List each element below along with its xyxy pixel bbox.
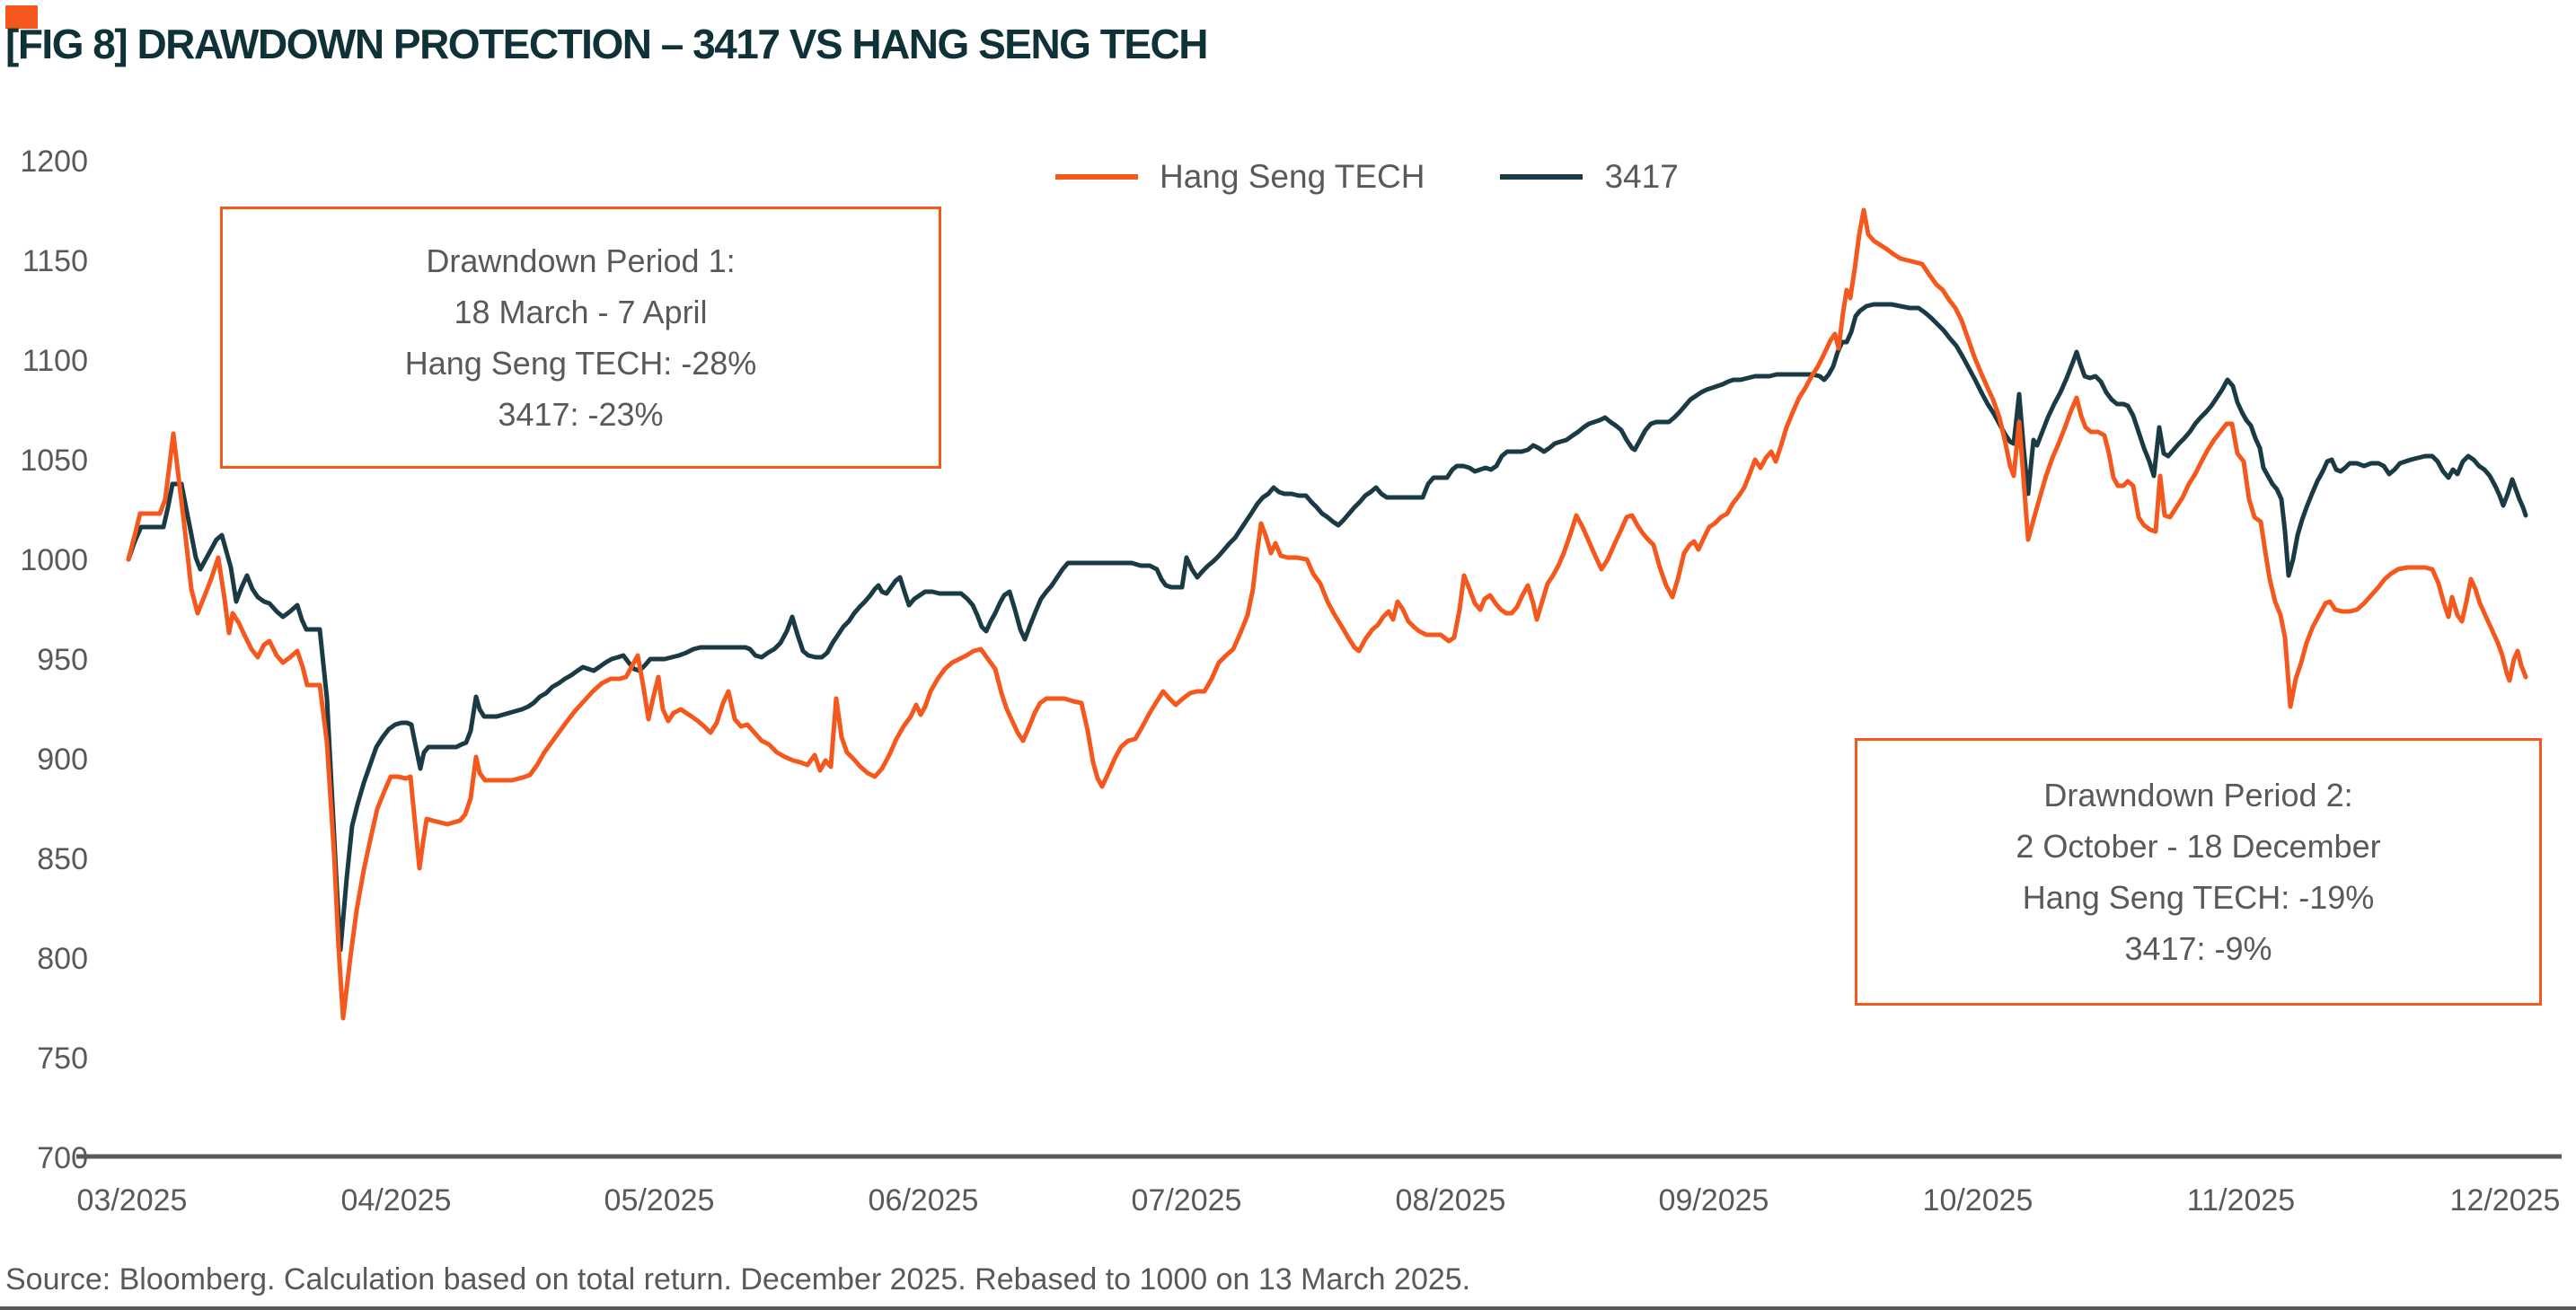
y-tick-label: 900 [37,743,88,777]
page-title: [FIG 8] DRAWDOWN PROTECTION – 3417 VS HA… [5,21,1208,67]
x-tick-label: 06/2025 [869,1183,979,1218]
annotation-line: Drawndown Period 2: [2043,777,2353,813]
y-tick-label: 1200 [20,145,88,179]
legend-item-hang-seng-tech: Hang Seng TECH [1055,158,1425,196]
y-tick-label: 1000 [20,543,88,577]
y-tick-label: 950 [37,643,88,677]
annotation-box-drawdown-period-1: Drawndown Period 1: 18 March - 7 April H… [220,207,941,469]
x-tick-label: 12/2025 [2450,1183,2561,1218]
legend-swatch-3417 [1500,174,1584,180]
y-tick-label: 800 [37,942,88,976]
header-accent-bar [5,5,38,29]
bottom-divider [0,1306,2576,1310]
x-tick-label: 03/2025 [77,1183,188,1218]
legend-label-3417: 3417 [1604,158,1679,195]
legend-label-hang-seng-tech: Hang Seng TECH [1160,158,1425,195]
annotation-line: Drawndown Period 1: [426,242,736,279]
x-tick-label: 04/2025 [341,1183,452,1218]
y-tick-label: 1150 [22,244,88,278]
annotation-line: 18 March - 7 April [454,294,708,330]
annotation-line: 3417: -9% [2124,930,2272,967]
x-tick-label: 09/2025 [1659,1183,1769,1218]
y-tick-label: 1050 [20,444,88,478]
annotation-box-drawdown-period-2: Drawndown Period 2: 2 October - 18 Decem… [1855,738,2542,1006]
annotation-line: Hang Seng TECH: -19% [2022,879,2375,916]
annotation-line: 3417: -23% [498,396,664,433]
y-tick-label: 700 [37,1141,88,1175]
legend: Hang Seng TECH 3417 [1055,158,1679,196]
annotation-line: 2 October - 18 December [2016,828,2381,865]
series-line-3417 [126,302,2528,953]
x-tick-label: 08/2025 [1396,1183,1506,1218]
x-tick-label: 11/2025 [2187,1183,2295,1218]
legend-swatch-hang-seng-tech [1055,174,1138,180]
y-tick-label: 1100 [22,344,88,378]
x-tick-label: 07/2025 [1132,1183,1242,1218]
x-tick-label: 10/2025 [1923,1183,2033,1218]
source-note: Source: Bloomberg. Calculation based on … [5,1262,1471,1297]
legend-item-3417: 3417 [1500,158,1679,196]
annotation-line: Hang Seng TECH: -28% [404,345,757,382]
y-tick-label: 850 [37,842,88,876]
x-tick-label: 05/2025 [604,1183,715,1218]
series-line-hang-seng-tech [126,207,2528,1021]
y-tick-label: 750 [37,1042,88,1076]
